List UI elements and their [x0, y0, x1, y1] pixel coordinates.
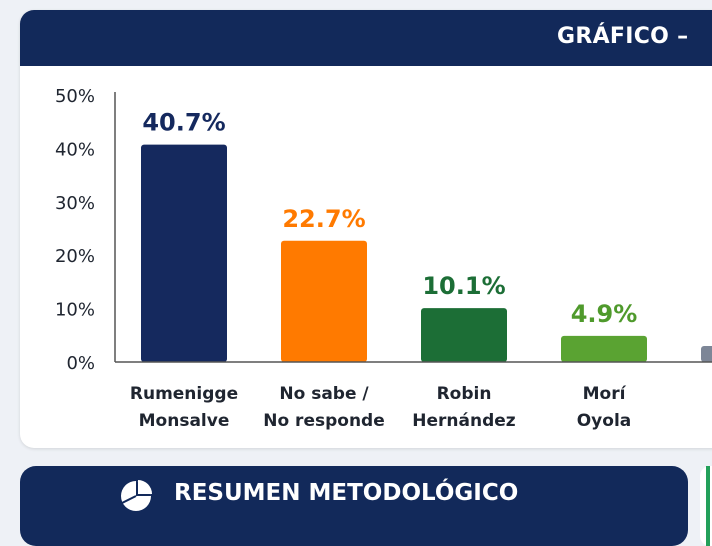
y-tick-label: 50%: [55, 86, 95, 107]
y-tick-label: 0%: [66, 353, 95, 374]
x-tick-label: Morí: [583, 384, 627, 404]
chart-title: GRÁFICO –: [557, 24, 689, 49]
x-tick-label: Monsalve: [139, 411, 230, 431]
y-tick-label: 40%: [55, 139, 95, 160]
x-tick-label: Oyola: [577, 411, 632, 431]
x-tick-label: Hernández: [412, 411, 516, 431]
y-tick-label: 30%: [55, 193, 95, 214]
x-tick-label: Robin: [437, 384, 492, 404]
methodology-header: RESUMEN METODOLÓGICO: [20, 466, 688, 546]
bar-3: [421, 308, 507, 362]
bar-1: [141, 144, 227, 362]
side-card-accent: [706, 466, 710, 546]
methodology-title: RESUMEN METODOLÓGICO: [174, 480, 519, 506]
value-label: 10.1%: [422, 272, 505, 300]
x-tick-label: Rumenigge: [130, 384, 238, 404]
chart-card: GRÁFICO –: [20, 10, 712, 448]
value-label: 4.9%: [571, 300, 638, 328]
pie-chart-icon: [121, 480, 152, 511]
bar-5: [701, 345, 712, 362]
value-label: 40.7%: [142, 109, 225, 137]
value-label: 22.7%: [282, 205, 365, 233]
y-tick-label: 10%: [55, 300, 95, 321]
side-card-edge: [700, 466, 712, 546]
y-tick-label: 20%: [55, 246, 95, 267]
bar-chart: 0% 10% 20% 30% 40% 50% 40.7% Rumenigge Monsalve 2…: [55, 86, 712, 431]
chart-card-header: GRÁFICO –: [20, 10, 712, 66]
x-tick-label: No sabe /: [279, 384, 369, 404]
x-tick-label: No responde: [263, 411, 385, 431]
bar-2: [281, 240, 367, 362]
bar-4: [561, 335, 647, 362]
